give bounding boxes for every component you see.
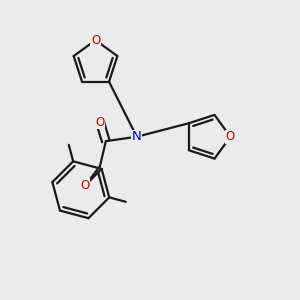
Text: O: O [95, 116, 105, 128]
Text: O: O [226, 130, 235, 143]
Text: O: O [91, 34, 100, 47]
Text: O: O [81, 179, 90, 192]
Text: N: N [132, 130, 142, 143]
